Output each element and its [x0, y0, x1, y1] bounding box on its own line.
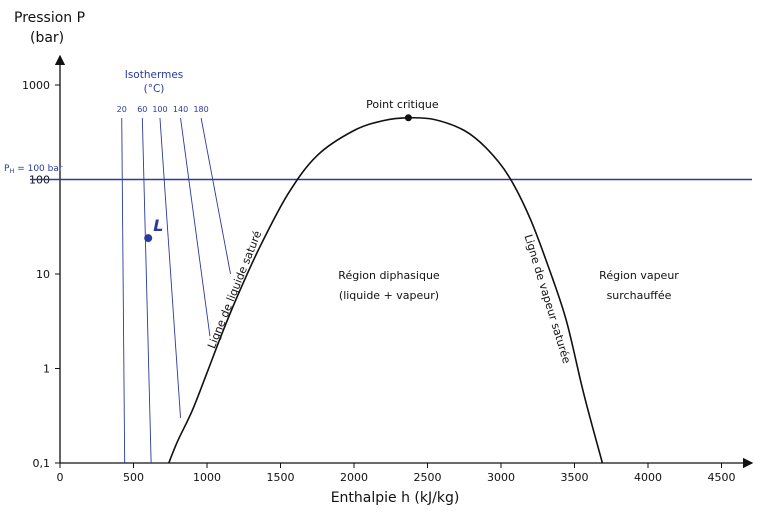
liquid-line-label: Ligne de liquide saturé [205, 229, 264, 351]
x-tick-label: 1000 [193, 471, 221, 484]
critical-point-label: Point critique [366, 98, 439, 111]
isobar-label-sub: H [9, 167, 14, 175]
region-vapor-line1: Région vapeur [599, 269, 679, 282]
isotherms-title-line2: (°C) [144, 83, 165, 95]
isotherm-20-label: 20 [117, 105, 127, 114]
isotherm-60-label: 60 [137, 105, 147, 114]
y-axis-title-line2: (bar) [30, 30, 64, 46]
isobar-label: PH = 100 bar [4, 164, 63, 175]
y-tick-label: 1 [43, 363, 50, 376]
point-l-label: L [153, 216, 163, 235]
x-ticks: 0 500 1000 1500 2000 2500 3000 3500 4000 4500 [57, 463, 736, 484]
isotherm-60-line [141, 117, 152, 464]
isotherm-140-label: 140 [173, 105, 188, 114]
isotherm-140-line [180, 117, 211, 337]
x-tick-label: 3000 [487, 471, 515, 484]
isotherms-title-line1: Isothermes [125, 69, 184, 81]
x-tick-label: 2000 [340, 471, 368, 484]
region-two-phase-line1: Région diphasique [338, 269, 440, 282]
y-tick-label: 0,1 [33, 457, 51, 470]
x-tick-label: 3500 [561, 471, 589, 484]
region-two-phase-line2: (liquide + vapeur) [339, 289, 439, 302]
y-axis-title-line1: Pression P [14, 10, 85, 26]
x-axis-title: Enthalpie h (kJ/kg) [331, 490, 460, 506]
isotherm-100-line [159, 117, 181, 418]
isotherm-180-label: 180 [193, 105, 208, 114]
isotherm-100-label: 100 [152, 105, 167, 114]
x-tick-label: 500 [123, 471, 144, 484]
y-tick-label: 10 [36, 268, 50, 281]
isobar-label-rest: = 100 bar [14, 164, 63, 174]
y-tick-label: 1000 [22, 79, 50, 92]
saturation-curve [168, 116, 604, 464]
x-tick-label: 4000 [634, 471, 662, 484]
x-tick-label: 1500 [267, 471, 295, 484]
x-tick-label: 2500 [414, 471, 442, 484]
isotherm-lines: 20 60 100 140 180 [117, 105, 231, 464]
isotherm-20-line [121, 117, 126, 464]
isobar-label-main: P [4, 164, 10, 174]
vapor-line-label: Ligne de vapeur saturée [522, 233, 574, 365]
point-l-marker [144, 234, 153, 243]
isotherm-180-line [200, 117, 231, 275]
region-vapor-line2: surchauffée [607, 289, 672, 302]
critical-point-marker [404, 114, 412, 122]
x-tick-label: 0 [57, 471, 64, 484]
x-tick-label: 4500 [708, 471, 736, 484]
